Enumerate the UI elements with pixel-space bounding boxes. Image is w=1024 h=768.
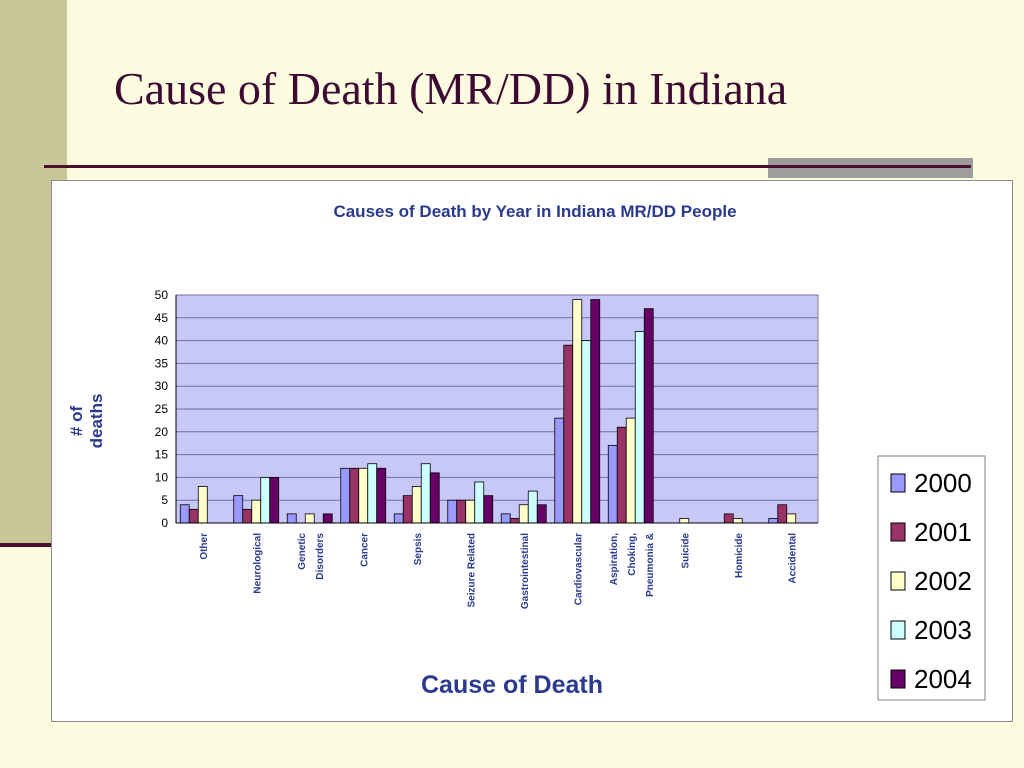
bar-2000-3 <box>340 467 351 524</box>
bar-2000-11 <box>768 518 779 524</box>
bar-2001-8 <box>616 426 627 524</box>
legend-swatch-2002 <box>890 571 906 591</box>
bar-2004-2 <box>322 513 333 524</box>
x-tick-label: Neurological <box>252 533 263 594</box>
y-axis-label: # of deaths <box>67 394 106 449</box>
bar-2003-3 <box>367 463 378 524</box>
bar-2004-4 <box>429 472 440 524</box>
x-tick-label: Suicide <box>680 533 691 569</box>
bar-2002-3 <box>358 467 369 524</box>
y-tick-label: 0 <box>161 516 168 530</box>
bar-2000-8 <box>607 445 618 524</box>
bar-2004-6 <box>536 504 547 524</box>
legend-swatch-2003 <box>890 620 906 640</box>
bar-2001-5 <box>456 499 467 524</box>
legend-label-2003: 2003 <box>914 615 972 645</box>
bar-2003-7 <box>581 340 592 524</box>
bar-2002-7 <box>572 299 583 524</box>
x-tick-label: Cardiovascular <box>573 533 584 605</box>
legend-swatch-2004 <box>890 669 906 689</box>
bar-2001-3 <box>349 467 360 524</box>
x-tick-label: Choking, <box>627 533 638 576</box>
x-axis-label: Cause of Death <box>421 671 603 699</box>
legend-swatch-2000 <box>890 473 906 493</box>
y-tick-label: 10 <box>155 470 169 484</box>
bar-2004-1 <box>269 476 280 524</box>
y-axis-label-line-2: deaths <box>87 394 106 449</box>
x-tick-label: Gastrointestinal <box>520 533 531 609</box>
x-tick-label: Aspiration, <box>609 533 620 585</box>
bar-2002-1 <box>251 499 262 524</box>
bar-2000-5 <box>447 499 458 524</box>
bar-2002-8 <box>625 417 636 524</box>
x-tick-label: Cancer <box>359 533 370 567</box>
bar-2001-4 <box>402 495 413 524</box>
bar-2004-3 <box>376 467 387 524</box>
y-axis-ticks: 0 5 10 15 20 25 30 35 40 45 50 <box>155 288 169 530</box>
y-tick-label: 20 <box>155 425 169 439</box>
y-tick-label: 40 <box>155 334 169 348</box>
bar-2001-7 <box>563 344 574 524</box>
x-tick-label: Seizure Related <box>466 533 477 607</box>
bar-2001-10 <box>723 513 734 524</box>
legend-label-2000: 2000 <box>914 468 972 498</box>
bar-2002-10 <box>732 518 743 524</box>
bar-2000-2 <box>286 513 297 524</box>
chart-legend: 2000 2001 2002 2003 2004 <box>877 455 986 701</box>
bar-2004-8 <box>643 308 654 524</box>
legend-label-2002: 2002 <box>914 566 972 596</box>
x-tick-label: Pneumonia & <box>645 533 656 597</box>
sidebar-rule <box>0 543 52 547</box>
x-tick-label: Sepsis <box>413 533 424 566</box>
x-tick-label: Other <box>199 533 210 560</box>
bar-2002-2 <box>304 513 315 524</box>
title-rule <box>44 165 971 168</box>
y-tick-label: 50 <box>155 288 169 302</box>
x-tick-label: Genetic <box>297 533 308 570</box>
slide-title: Cause of Death (MR/DD) in Indiana <box>114 63 788 114</box>
y-tick-label: 5 <box>161 493 168 507</box>
x-tick-label: Homicide <box>734 533 745 578</box>
x-axis-labels: Other Neurological Genetic Disorders Cancer S… <box>199 533 799 610</box>
bar-2001-0 <box>188 508 199 524</box>
bar-2003-8 <box>634 331 645 524</box>
legend-label-2004: 2004 <box>914 664 972 694</box>
bar-2002-11 <box>786 513 797 524</box>
x-tick-label: Disorders <box>315 533 326 580</box>
y-axis-label-line-1: # of <box>67 406 86 437</box>
gridlines <box>176 294 818 501</box>
y-tick-label: 45 <box>155 311 169 325</box>
x-tick-label: Accidental <box>787 533 798 584</box>
bar-2004-5 <box>483 495 494 524</box>
bar-2003-4 <box>420 463 431 524</box>
bar-2001-6 <box>509 518 520 524</box>
bar-2000-6 <box>500 513 511 524</box>
title-accent-bar <box>768 158 973 178</box>
bar-2002-4 <box>411 486 422 524</box>
chart-title: Causes of Death by Year in Indiana MR/DD… <box>333 202 736 221</box>
legend-swatch-2001 <box>890 522 906 542</box>
legend-label-2001: 2001 <box>914 517 972 547</box>
y-tick-label: 30 <box>155 379 169 393</box>
bar-2002-9 <box>679 518 690 524</box>
y-tick-label: 15 <box>155 448 169 462</box>
bar-2004-7 <box>590 299 601 524</box>
bar-2001-1 <box>242 508 253 524</box>
y-tick-label: 35 <box>155 356 169 370</box>
bars <box>179 299 797 524</box>
bar-2000-7 <box>554 417 565 524</box>
bar-2003-1 <box>260 476 271 524</box>
bar-chart: Causes of Death by Year in Indiana MR/DD… <box>67 202 986 701</box>
bar-2002-5 <box>465 499 476 524</box>
bar-2003-5 <box>474 481 485 524</box>
bar-2000-4 <box>393 513 404 524</box>
bar-2002-0 <box>197 486 208 524</box>
bar-2000-1 <box>233 495 244 524</box>
bar-2001-11 <box>777 504 788 524</box>
bar-2003-6 <box>527 490 538 524</box>
bar-2002-6 <box>518 504 529 524</box>
bar-2000-0 <box>179 504 190 524</box>
chart-panel: Causes of Death by Year in Indiana MR/DD… <box>51 180 1013 722</box>
y-tick-label: 25 <box>155 402 169 416</box>
